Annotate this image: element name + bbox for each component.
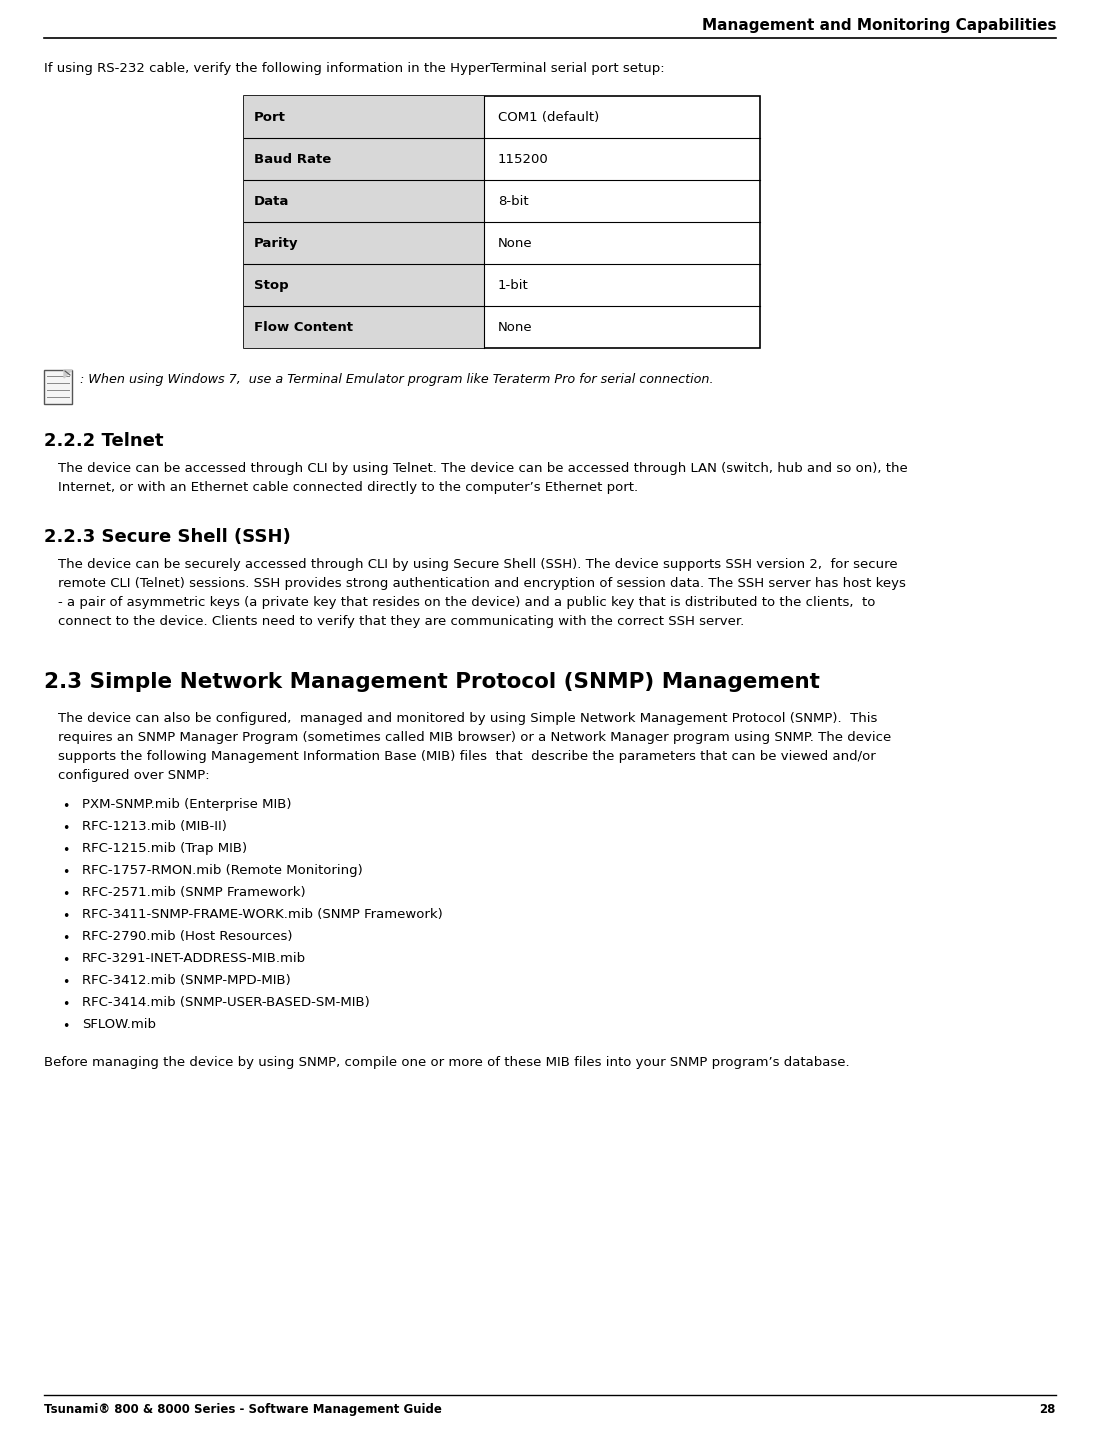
Text: supports the following Management Information Base (MIB) files  that  describe t: supports the following Management Inform…	[58, 750, 876, 763]
Bar	[244, 306, 484, 349]
Text: RFC-2571.mib (SNMP Framework): RFC-2571.mib (SNMP Framework)	[82, 886, 306, 899]
Text: 2.3 Simple Network Management Protocol (SNMP) Management: 2.3 Simple Network Management Protocol (…	[44, 672, 820, 692]
Text: •: •	[63, 887, 69, 902]
Text: RFC-1757-RMON.mib (Remote Monitoring): RFC-1757-RMON.mib (Remote Monitoring)	[82, 865, 363, 877]
Text: None: None	[498, 320, 532, 333]
Text: 2.2.2 Telnet: 2.2.2 Telnet	[44, 432, 164, 450]
Bar	[244, 264, 484, 306]
Text: 2.2.3 Secure Shell (SSH): 2.2.3 Secure Shell (SSH)	[44, 527, 290, 546]
Text: configured over SNMP:: configured over SNMP:	[58, 769, 210, 782]
Text: Port: Port	[254, 110, 286, 123]
Text: Flow Content: Flow Content	[254, 320, 353, 333]
Text: Parity: Parity	[254, 237, 298, 250]
Text: Stop: Stop	[254, 279, 288, 292]
Text: •: •	[63, 822, 69, 835]
Text: •: •	[63, 932, 69, 945]
Text: 1-bit: 1-bit	[498, 279, 529, 292]
Text: Management and Monitoring Capabilities: Management and Monitoring Capabilities	[702, 19, 1056, 33]
Text: remote CLI (Telnet) sessions. SSH provides strong authentication and encryption : remote CLI (Telnet) sessions. SSH provid…	[58, 577, 906, 590]
Text: RFC-3291-INET-ADDRESS-MIB.mib: RFC-3291-INET-ADDRESS-MIB.mib	[82, 952, 306, 965]
Text: •: •	[63, 845, 69, 857]
Text: RFC-3411-SNMP-FRAME-WORK.mib (SNMP Framework): RFC-3411-SNMP-FRAME-WORK.mib (SNMP Frame…	[82, 907, 442, 922]
Text: If using RS-232 cable, verify the following information in the HyperTerminal ser: If using RS-232 cable, verify the follow…	[44, 61, 664, 74]
Text: RFC-3412.mib (SNMP-MPD-MIB): RFC-3412.mib (SNMP-MPD-MIB)	[82, 975, 290, 987]
Text: RFC-2790.mib (Host Resources): RFC-2790.mib (Host Resources)	[82, 930, 293, 943]
Text: Internet, or with an Ethernet cable connected directly to the computer’s Etherne: Internet, or with an Ethernet cable conn…	[58, 482, 638, 494]
Text: None: None	[498, 237, 532, 250]
Text: Data: Data	[254, 194, 289, 207]
Text: 28: 28	[1040, 1403, 1056, 1416]
Text: •: •	[63, 866, 69, 879]
Text: Tsunami® 800 & 8000 Series - Software Management Guide: Tsunami® 800 & 8000 Series - Software Ma…	[44, 1403, 442, 1416]
Bar	[244, 221, 484, 264]
Text: COM1 (default): COM1 (default)	[498, 110, 600, 123]
Bar	[244, 96, 484, 139]
FancyBboxPatch shape	[44, 370, 72, 404]
Text: •: •	[63, 910, 69, 923]
Text: SFLOW.mib: SFLOW.mib	[82, 1017, 156, 1030]
Text: The device can be accessed through CLI by using Telnet. The device can be access: The device can be accessed through CLI b…	[58, 462, 907, 474]
Polygon shape	[64, 370, 72, 379]
Text: PXM-SNMP.mib (Enterprise MIB): PXM-SNMP.mib (Enterprise MIB)	[82, 797, 292, 812]
Text: Before managing the device by using SNMP, compile one or more of these MIB files: Before managing the device by using SNMP…	[44, 1056, 849, 1069]
Text: 115200: 115200	[498, 153, 549, 166]
Text: RFC-1215.mib (Trap MIB): RFC-1215.mib (Trap MIB)	[82, 842, 248, 855]
Text: 8-bit: 8-bit	[498, 194, 529, 207]
Text: connect to the device. Clients need to verify that they are communicating with t: connect to the device. Clients need to v…	[58, 614, 745, 627]
Text: RFC-3414.mib (SNMP-USER-BASED-SM-MIB): RFC-3414.mib (SNMP-USER-BASED-SM-MIB)	[82, 996, 370, 1009]
Text: The device can also be configured,  managed and monitored by using Simple Networ: The device can also be configured, manag…	[58, 712, 878, 725]
Text: : When using Windows 7,  use a Terminal Emulator program like Teraterm Pro for s: : When using Windows 7, use a Terminal E…	[80, 373, 714, 386]
Text: •: •	[63, 976, 69, 989]
Text: - a pair of asymmetric keys (a private key that resides on the device) and a pub: - a pair of asymmetric keys (a private k…	[58, 596, 876, 609]
Text: •: •	[63, 1020, 69, 1033]
Text: •: •	[63, 800, 69, 813]
Bar	[244, 96, 760, 349]
Bar	[244, 180, 484, 221]
Text: Baud Rate: Baud Rate	[254, 153, 331, 166]
Text: requires an SNMP Manager Program (sometimes called MIB browser) or a Network Man: requires an SNMP Manager Program (someti…	[58, 732, 891, 745]
Text: •: •	[63, 955, 69, 967]
Bar	[244, 139, 484, 180]
Text: •: •	[63, 997, 69, 1010]
Text: RFC-1213.mib (MIB-II): RFC-1213.mib (MIB-II)	[82, 820, 227, 833]
Text: The device can be securely accessed through CLI by using Secure Shell (SSH). The: The device can be securely accessed thro…	[58, 557, 898, 572]
